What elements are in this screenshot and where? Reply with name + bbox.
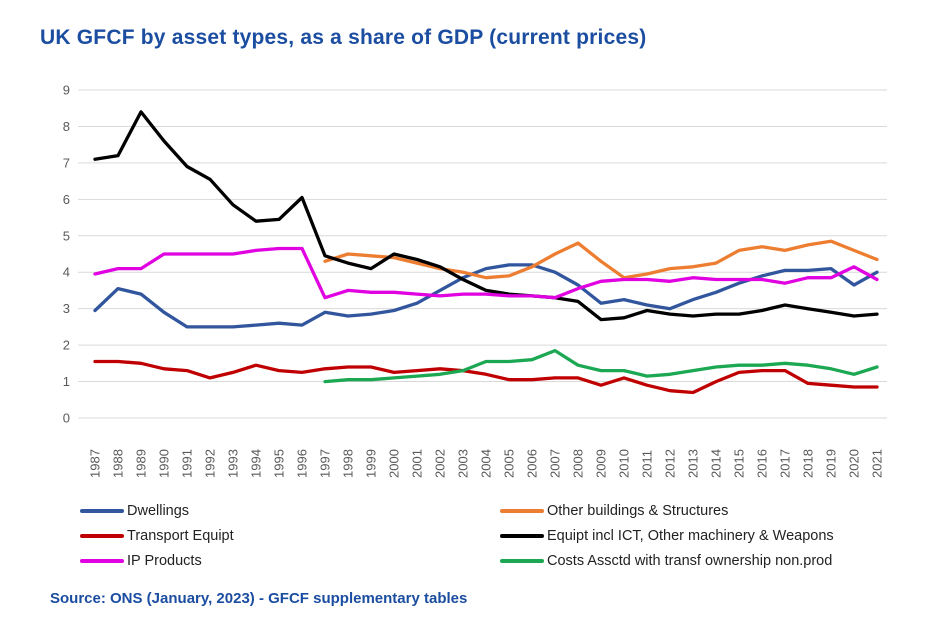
legend-column: Other buildings & Structures Equipt incl … — [500, 498, 834, 573]
x-axis-tick-label: 1999 — [364, 449, 379, 478]
x-axis-tick-label: 2012 — [663, 449, 678, 478]
x-axis-tick-label: 2019 — [824, 449, 839, 478]
y-axis-tick-label: 0 — [63, 411, 70, 426]
y-axis-tick-label: 8 — [63, 119, 70, 134]
legend-label: Transport Equipt — [127, 527, 234, 544]
y-axis-tick-label: 9 — [63, 83, 70, 98]
legend-item: IP Products — [80, 548, 234, 573]
x-axis-tick-label: 1989 — [134, 449, 149, 478]
y-axis-tick-label: 6 — [63, 192, 70, 207]
series-line-transport-equipt — [93, 359, 879, 395]
x-axis-tick-label: 1990 — [157, 449, 172, 478]
x-axis-tick-label: 2021 — [870, 449, 885, 478]
legend-swatch — [80, 558, 124, 563]
x-axis-tick-label: 1994 — [249, 449, 264, 478]
series-line-other-buildings-structures — [323, 239, 879, 280]
x-axis-tick-label: 2008 — [571, 449, 586, 478]
x-axis-tick-label: 2014 — [709, 449, 724, 478]
x-axis-tick-label: 1993 — [226, 449, 241, 478]
legend-label: Costs Assctd with transf ownership non.p… — [547, 552, 833, 569]
legend-swatch — [80, 508, 124, 513]
x-axis-tick-label: 1988 — [111, 449, 126, 478]
series-line-ip-products — [93, 246, 879, 300]
x-axis-tick-label: 2017 — [778, 449, 793, 478]
series-line-dwellings — [93, 263, 879, 329]
y-axis-tick-label: 2 — [63, 338, 70, 353]
x-axis-tick-label: 2011 — [640, 450, 655, 478]
x-axis-tick-label: 1987 — [88, 449, 103, 478]
source-note: Source: ONS (January, 2023) - GFCF suppl… — [50, 590, 468, 607]
chart-title: UK GFCF by asset types, as a share of GD… — [40, 26, 647, 49]
x-axis-tick-label: 1997 — [318, 449, 333, 478]
legend-swatch — [500, 533, 544, 538]
x-axis-tick-label: 2002 — [433, 449, 448, 478]
x-axis-tick-label: 2010 — [617, 449, 632, 478]
legend-swatch — [500, 558, 544, 563]
x-axis-tick-label: 1998 — [341, 449, 356, 478]
x-axis-tick-label: 2001 — [410, 449, 425, 478]
legend-item: Equipt incl ICT, Other machinery & Weapo… — [500, 523, 834, 548]
y-axis-tick-label: 5 — [63, 228, 70, 243]
x-axis-tick-label: 2005 — [502, 449, 517, 478]
y-axis-tick-label: 7 — [63, 155, 70, 170]
series-line-costs-assctd-with-transf-ownership-non-prod — [323, 348, 879, 384]
legend-label: IP Products — [127, 552, 202, 569]
y-axis-tick-label: 4 — [63, 265, 70, 280]
x-axis-tick-label: 1992 — [203, 449, 218, 478]
x-axis-tick-label: 2000 — [387, 449, 402, 478]
legend-label: Equipt incl ICT, Other machinery & Weapo… — [547, 527, 834, 544]
x-axis-tick-label: 2004 — [479, 449, 494, 478]
x-axis-tick-label: 2013 — [686, 449, 701, 478]
legend-label: Other buildings & Structures — [547, 502, 729, 519]
legend-item: Dwellings — [80, 498, 234, 523]
x-axis-tick-label: 1991 — [180, 449, 195, 478]
y-axis-tick-label: 3 — [63, 301, 70, 316]
legend-swatch — [500, 508, 544, 513]
x-axis-tick-label: 2020 — [847, 449, 862, 478]
series-line-equipt-incl-ict-other-machinery-weapons — [93, 110, 879, 322]
x-axis-tick-label: 2003 — [456, 449, 471, 478]
x-axis-tick-label: 2009 — [594, 449, 609, 478]
legend-label: Dwellings — [127, 502, 190, 519]
legend-column: Dwellings Transport Equipt IP Products — [80, 498, 234, 573]
x-axis-tick-label: 1995 — [272, 449, 287, 478]
legend-item: Transport Equipt — [80, 523, 234, 548]
legend-item: Other buildings & Structures — [500, 498, 834, 523]
x-axis-tick-label: 1996 — [295, 449, 310, 478]
legend-item: Costs Assctd with transf ownership non.p… — [500, 548, 834, 573]
x-axis-tick-label: 2018 — [801, 449, 816, 478]
x-axis-tick-label: 2006 — [525, 449, 540, 478]
x-axis-tick-label: 2015 — [732, 449, 747, 478]
x-axis-tick-label: 2007 — [548, 449, 563, 478]
legend-swatch — [80, 533, 124, 538]
x-axis-tick-label: 2016 — [755, 449, 770, 478]
y-axis-tick-label: 1 — [63, 374, 70, 389]
chart-legend: Dwellings Transport Equipt IP Products Othe… — [0, 498, 943, 582]
